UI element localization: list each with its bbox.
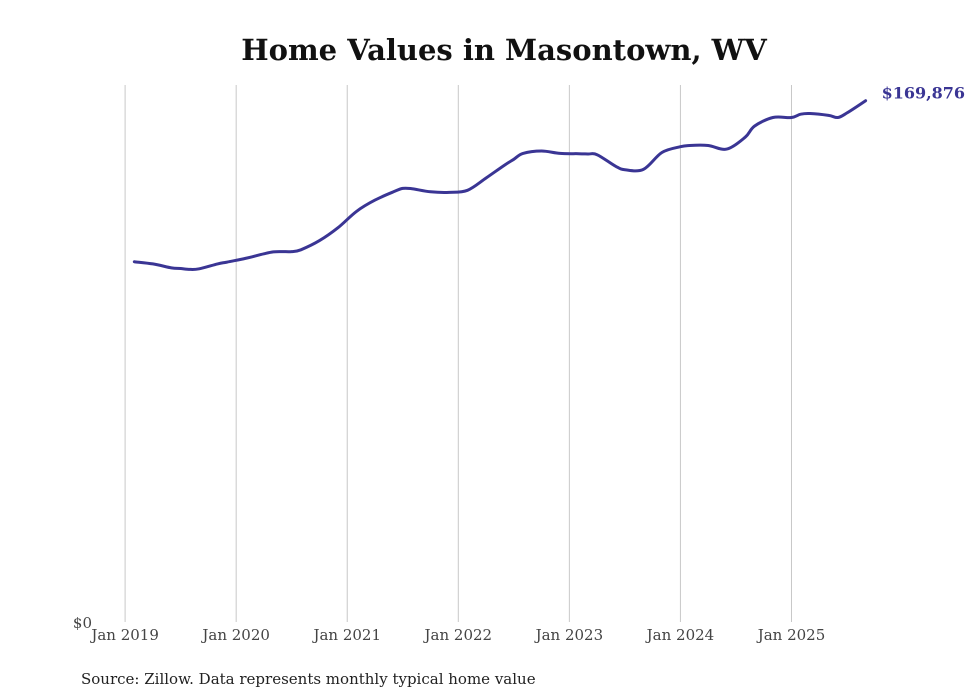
- source-note: Source: Zillow. Data represents monthly …: [81, 670, 536, 688]
- x-tick-label-2019: Jan 2019: [89, 626, 159, 644]
- gridlines: [124, 85, 792, 622]
- x-tick-label-2021: Jan 2021: [311, 626, 381, 644]
- x-tick-label-2023: Jan 2023: [534, 626, 604, 644]
- x-tick-label-2024: Jan 2024: [645, 626, 715, 644]
- y-tick-label: $0: [73, 614, 92, 632]
- series-line-home-value: [132, 99, 868, 271]
- end-value-label: $169,876: [882, 84, 966, 103]
- x-tick-label-2022: Jan 2022: [423, 626, 493, 644]
- x-tick-label-2020: Jan 2020: [200, 626, 270, 644]
- chart-title: Home Values in Masontown, WV: [241, 33, 767, 67]
- x-axis-ticks: Jan 2019 Jan 2020 Jan 2021 Jan 2022 Jan 2023…: [89, 626, 825, 644]
- x-tick-label-2025: Jan 2025: [756, 626, 826, 644]
